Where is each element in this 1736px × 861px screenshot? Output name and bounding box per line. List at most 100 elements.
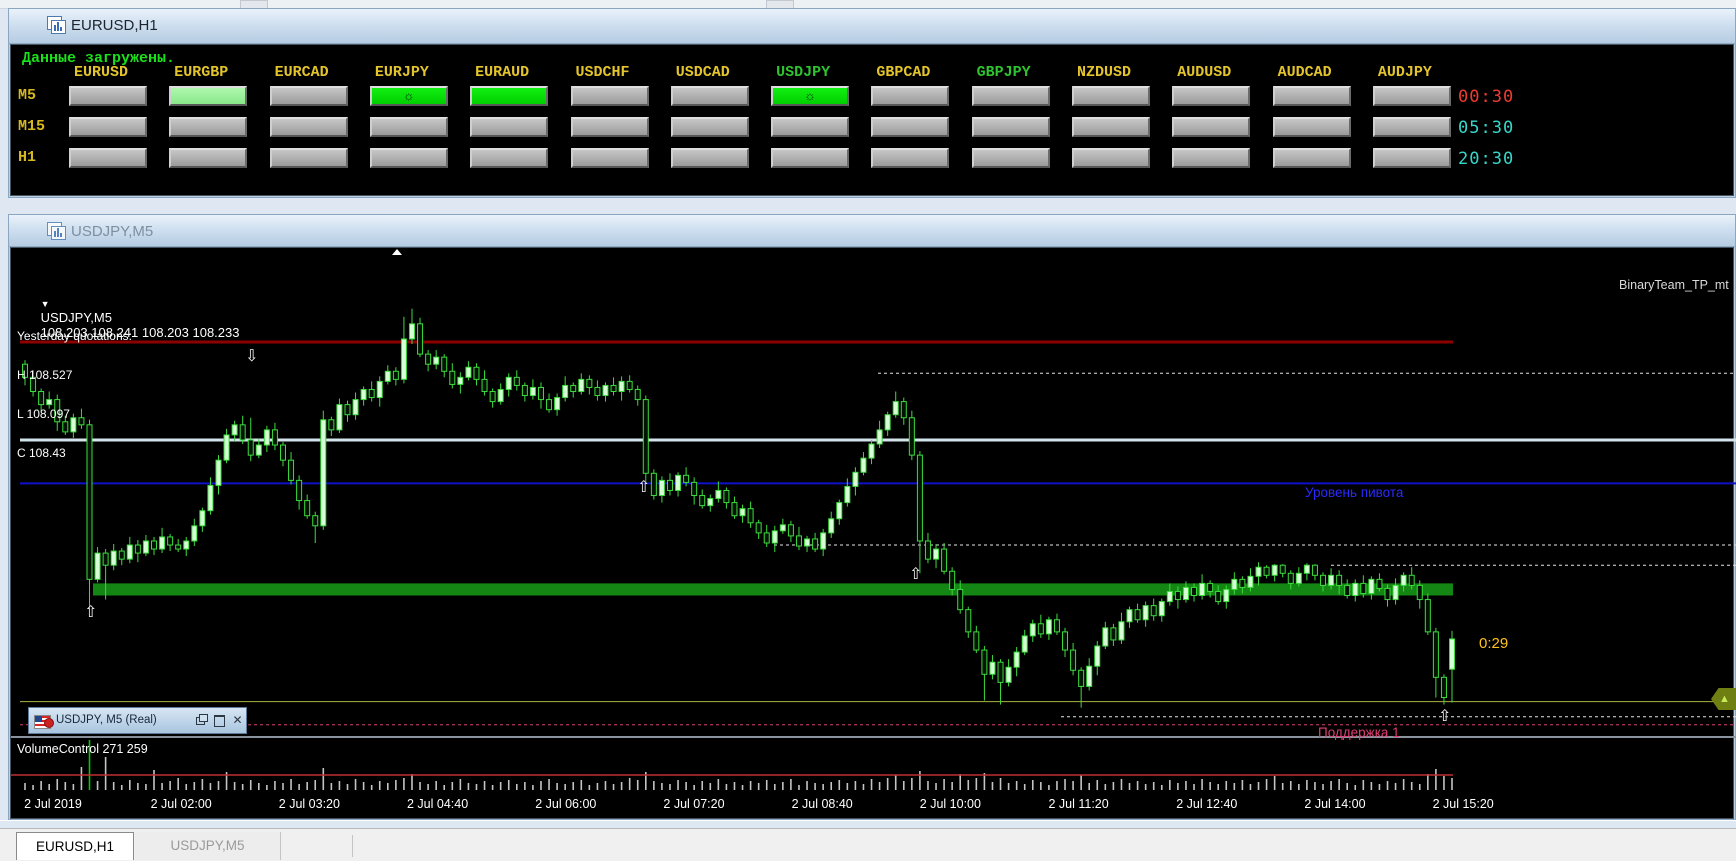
candle-body	[385, 371, 390, 381]
candle-body	[796, 536, 801, 546]
matrix-header-gbpcad: GBPCAD	[853, 64, 953, 80]
candle-body	[1417, 585, 1422, 599]
matrix-cell-nzdusd-m15[interactable]	[1072, 117, 1150, 137]
candle-body	[208, 485, 213, 510]
candle-body	[1304, 565, 1309, 573]
matrix-cell-usdcad-m15[interactable]	[671, 117, 749, 137]
matrix-cell-usdjpy-h1[interactable]	[771, 148, 849, 168]
matrix-cell-eurusd-h1[interactable]	[69, 148, 147, 168]
candle-body	[297, 480, 302, 500]
matrix-cell-audusd-m5[interactable]	[1172, 86, 1250, 106]
candle-body	[780, 525, 785, 531]
candle-body	[853, 472, 858, 486]
matrix-cell-nzdusd-m5[interactable]	[1072, 86, 1150, 106]
matrix-cell-euraud-m5[interactable]	[470, 86, 548, 106]
matrix-cell-euraud-h1[interactable]	[470, 148, 548, 168]
matrix-cell-eurjpy-m15[interactable]	[370, 117, 448, 137]
candle-body	[1288, 573, 1293, 583]
matrix-cell-eurcad-m5[interactable]	[270, 86, 348, 106]
matrix-cell-eurusd-m5[interactable]	[69, 86, 147, 106]
close-icon[interactable]: ✕	[231, 714, 244, 727]
matrix-cell-eurjpy-h1[interactable]	[370, 148, 448, 168]
matrix-cell-eurgbp-m15[interactable]	[169, 117, 247, 137]
candle-body	[700, 496, 705, 506]
candle-body	[555, 398, 560, 410]
restore-button[interactable]	[195, 714, 208, 727]
time-axis-label: 2 Jul 04:40	[383, 797, 493, 811]
candle-body	[426, 354, 431, 364]
window-eurusd-h1-titlebar[interactable]: EURUSD,H1	[9, 9, 1735, 44]
signal-arrow-up-4: ⇧	[909, 564, 922, 583]
price-and-volume-chart[interactable]	[11, 248, 1736, 818]
candle-body	[232, 425, 237, 435]
matrix-cell-eurcad-h1[interactable]	[270, 148, 348, 168]
matrix-cell-usdchf-h1[interactable]	[571, 148, 649, 168]
matrix-cell-usdchf-m5[interactable]	[571, 86, 649, 106]
matrix-cell-usdjpy-m5[interactable]: ☼	[771, 86, 849, 106]
matrix-cell-usdcad-h1[interactable]	[671, 148, 749, 168]
matrix-cell-usdjpy-m15[interactable]	[771, 117, 849, 137]
matrix-cell-eurusd-m15[interactable]	[69, 117, 147, 137]
candle-body	[264, 430, 269, 445]
candle-body	[740, 509, 745, 516]
candle-body	[280, 445, 285, 460]
matrix-cell-gbpjpy-m15[interactable]	[972, 117, 1050, 137]
matrix-cell-eurgbp-h1[interactable]	[169, 148, 247, 168]
matrix-cell-eurgbp-m5[interactable]	[169, 86, 247, 106]
candle-body	[611, 385, 616, 391]
matrix-cell-nzdusd-h1[interactable]	[1072, 148, 1150, 168]
candle-body	[692, 482, 697, 495]
matrix-header-usdcad: USDCAD	[653, 64, 753, 80]
matrix-cell-audjpy-m5[interactable]	[1373, 86, 1451, 106]
candle-body	[708, 499, 713, 506]
pane-separator[interactable]	[11, 736, 1736, 738]
matrix-cell-audjpy-m15[interactable]	[1373, 117, 1451, 137]
candle-body	[353, 400, 358, 415]
matrix-cell-audcad-m5[interactable]	[1273, 86, 1351, 106]
matrix-cell-eurcad-m15[interactable]	[270, 117, 348, 137]
window-usdjpy-m5: USDJPY,M5 ▼ USDJPY,M5 108.203 108.241 10…	[8, 214, 1736, 820]
mini-window-title: USDJPY, M5 (Real)	[56, 714, 157, 726]
window-usdjpy-m5-titlebar[interactable]: USDJPY,M5	[9, 215, 1735, 247]
candle-body	[418, 324, 423, 354]
matrix-cell-usdcad-m5[interactable]	[671, 86, 749, 106]
matrix-cell-usdchf-m15[interactable]	[571, 117, 649, 137]
candle-body	[1393, 585, 1398, 599]
matrix-cell-eurjpy-m5[interactable]: ☼	[370, 86, 448, 106]
candle-body	[184, 541, 189, 549]
candle-body	[885, 415, 890, 430]
candle-body	[458, 377, 463, 384]
matrix-cell-gbpjpy-h1[interactable]	[972, 148, 1050, 168]
tab-usdjpy-m5[interactable]: USDJPY,M5	[135, 832, 281, 860]
candle-body	[1151, 606, 1156, 616]
matrix-cell-gbpcad-h1[interactable]	[871, 148, 949, 168]
maximize-button[interactable]	[213, 714, 226, 727]
matrix-cell-audusd-m15[interactable]	[1172, 117, 1250, 137]
matrix-cell-audcad-m15[interactable]	[1273, 117, 1351, 137]
subwindow-marker-icon[interactable]	[392, 249, 402, 255]
indicator-name: BinaryTeam_TP_mt	[1619, 278, 1729, 292]
candle-body	[538, 387, 543, 399]
candle-body	[676, 475, 681, 490]
matrix-cell-audcad-h1[interactable]	[1273, 148, 1351, 168]
candle-body	[1022, 636, 1027, 652]
chart-document-icon	[47, 222, 66, 239]
matrix-cell-audjpy-h1[interactable]	[1373, 148, 1451, 168]
matrix-cell-euraud-m15[interactable]	[470, 117, 548, 137]
candle-body	[1119, 622, 1124, 640]
candle-body	[756, 523, 761, 533]
mini-window-usdjpy-real[interactable]: USDJPY, M5 (Real) ✕	[28, 707, 247, 734]
candle-body	[659, 480, 664, 495]
candle-body	[1143, 606, 1148, 620]
candle-body	[143, 541, 148, 553]
matrix-cell-gbpcad-m15[interactable]	[871, 117, 949, 137]
tab-eurusd-h1[interactable]: EURUSD,H1	[16, 832, 134, 860]
matrix-cell-gbpcad-m5[interactable]	[871, 86, 949, 106]
candle-body	[1264, 567, 1269, 575]
candle-body	[192, 526, 197, 541]
matrix-cell-gbpjpy-m5[interactable]	[972, 86, 1050, 106]
matrix-header-eurusd: EURUSD	[51, 64, 151, 80]
candle-body	[1232, 579, 1237, 589]
matrix-cell-audusd-h1[interactable]	[1172, 148, 1250, 168]
chart-client-area[interactable]: ▼ USDJPY,M5 108.203 108.241 108.203 108.…	[10, 247, 1734, 819]
